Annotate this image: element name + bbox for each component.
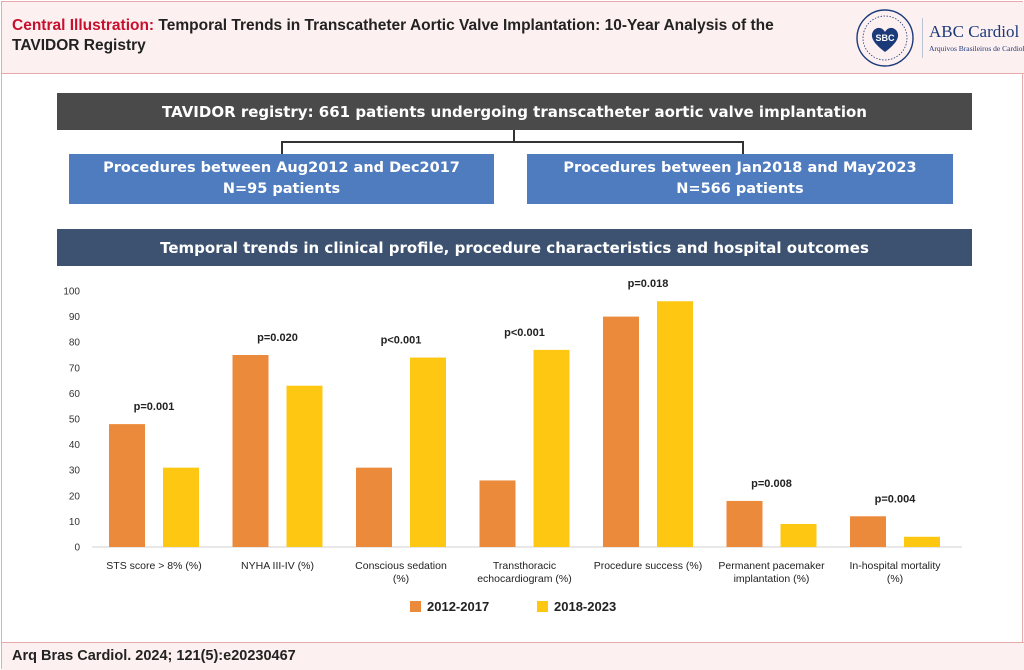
period-2-count: N=566 patients (676, 181, 804, 197)
legend-label-2: 2018-2023 (554, 599, 616, 614)
period-1-box: Procedures between Aug2012 and Dec2017 N… (69, 154, 494, 204)
period-1-count: N=95 patients (222, 181, 341, 197)
y-tick-label: 0 (74, 543, 80, 554)
bar-2012-2017 (232, 355, 269, 547)
bar-2012-2017 (356, 467, 392, 547)
x-category-label: Conscious sedation (355, 560, 447, 572)
x-category-label: Permanent pacemaker (718, 560, 825, 572)
x-category-label: (%) (887, 573, 903, 585)
journal-name: ABC Cardiol (929, 22, 1020, 41)
bar-2018-2023 (533, 349, 570, 547)
bar-chart: 0 10 20 30 40 50 60 70 80 90 100 p=0.001 STS score >… (63, 278, 962, 614)
legend-swatch-2 (537, 601, 548, 612)
y-tick-label: 100 (63, 287, 80, 298)
y-tick-label: 10 (69, 517, 81, 528)
x-category-label: echocardiogram (%) (477, 573, 572, 585)
bar-2018-2023 (657, 301, 693, 547)
y-tick-label: 80 (69, 338, 81, 349)
connector-right-drop (742, 141, 744, 154)
trends-text: Temporal trends in clinical profile, pro… (160, 238, 869, 257)
legend-swatch-1 (410, 601, 421, 612)
bar-2012-2017 (850, 516, 886, 547)
p-value-label: p<0.001 (504, 327, 545, 339)
y-tick-label: 60 (69, 389, 81, 400)
bar-2018-2023 (904, 536, 940, 547)
journal-subtitle: Arquivos Brasileiros de Cardiologia (929, 44, 1024, 53)
sbc-seal-icon: SBC (856, 9, 914, 67)
bar-2018-2023 (286, 385, 323, 547)
legend-label-1: 2012-2017 (427, 599, 489, 614)
footer: Arq Bras Cardiol. 2024; 121(5):e20230467 (2, 642, 1024, 670)
x-category-label: Transthoracic (493, 560, 556, 572)
period-2-box: Procedures between Jan2018 and May2023 N… (527, 154, 953, 204)
y-tick-label: 30 (69, 466, 81, 477)
registry-box: TAVIDOR registry: 661 patients undergoin… (57, 93, 972, 130)
bar-2012-2017 (109, 424, 145, 547)
y-tick-label: 70 (69, 363, 81, 374)
bar-2012-2017 (603, 316, 639, 547)
bar-2012-2017 (726, 500, 763, 547)
x-category-label: Procedure success (%) (594, 560, 703, 572)
citation: Arq Bras Cardiol. 2024; 121(5):e20230467 (12, 648, 296, 664)
y-tick-label: 40 (69, 440, 81, 451)
y-tick-label: 50 (69, 415, 81, 426)
bar-2012-2017 (479, 480, 516, 547)
page-title: Central Illustration: Temporal Trends in… (12, 16, 842, 56)
bar-2018-2023 (163, 467, 199, 547)
journal-logo: SBC ABC Cardiol Arquivos Brasileiros de … (855, 8, 1024, 68)
title-lead: Central Illustration: (12, 17, 155, 34)
logo-divider (922, 18, 923, 58)
x-category-label: In-hospital mortality (849, 560, 941, 572)
bar-2018-2023 (410, 357, 446, 547)
x-category-label: NYHA III-IV (%) (241, 560, 314, 572)
connector-horizontal (281, 141, 744, 143)
seal-text: SBC (875, 33, 895, 43)
x-category-label: (%) (393, 573, 409, 585)
registry-text: TAVIDOR registry: 661 patients undergoin… (162, 102, 867, 121)
p-value-label: p=0.018 (628, 278, 669, 290)
p-value-label: p=0.020 (257, 332, 298, 344)
p-value-label: p=0.004 (875, 493, 917, 505)
y-tick-label: 20 (69, 491, 81, 502)
p-value-label: p=0.008 (751, 478, 792, 490)
connector-left-drop (281, 141, 283, 154)
p-value-label: p<0.001 (381, 335, 422, 347)
period-2-range: Procedures between Jan2018 and May2023 (563, 160, 917, 176)
p-value-label: p=0.001 (134, 401, 175, 413)
period-1-range: Procedures between Aug2012 and Dec2017 (103, 160, 460, 176)
trends-box: Temporal trends in clinical profile, pro… (57, 229, 972, 266)
connector-stem (513, 130, 515, 142)
title-text: Temporal Trends in Transcatheter Aortic … (12, 17, 774, 54)
header: Central Illustration: Temporal Trends in… (2, 2, 1024, 74)
bar-2018-2023 (780, 523, 817, 547)
x-category-label: implantation (%) (734, 573, 810, 585)
x-category-label: STS score > 8% (%) (106, 560, 201, 572)
y-tick-label: 90 (69, 312, 81, 323)
